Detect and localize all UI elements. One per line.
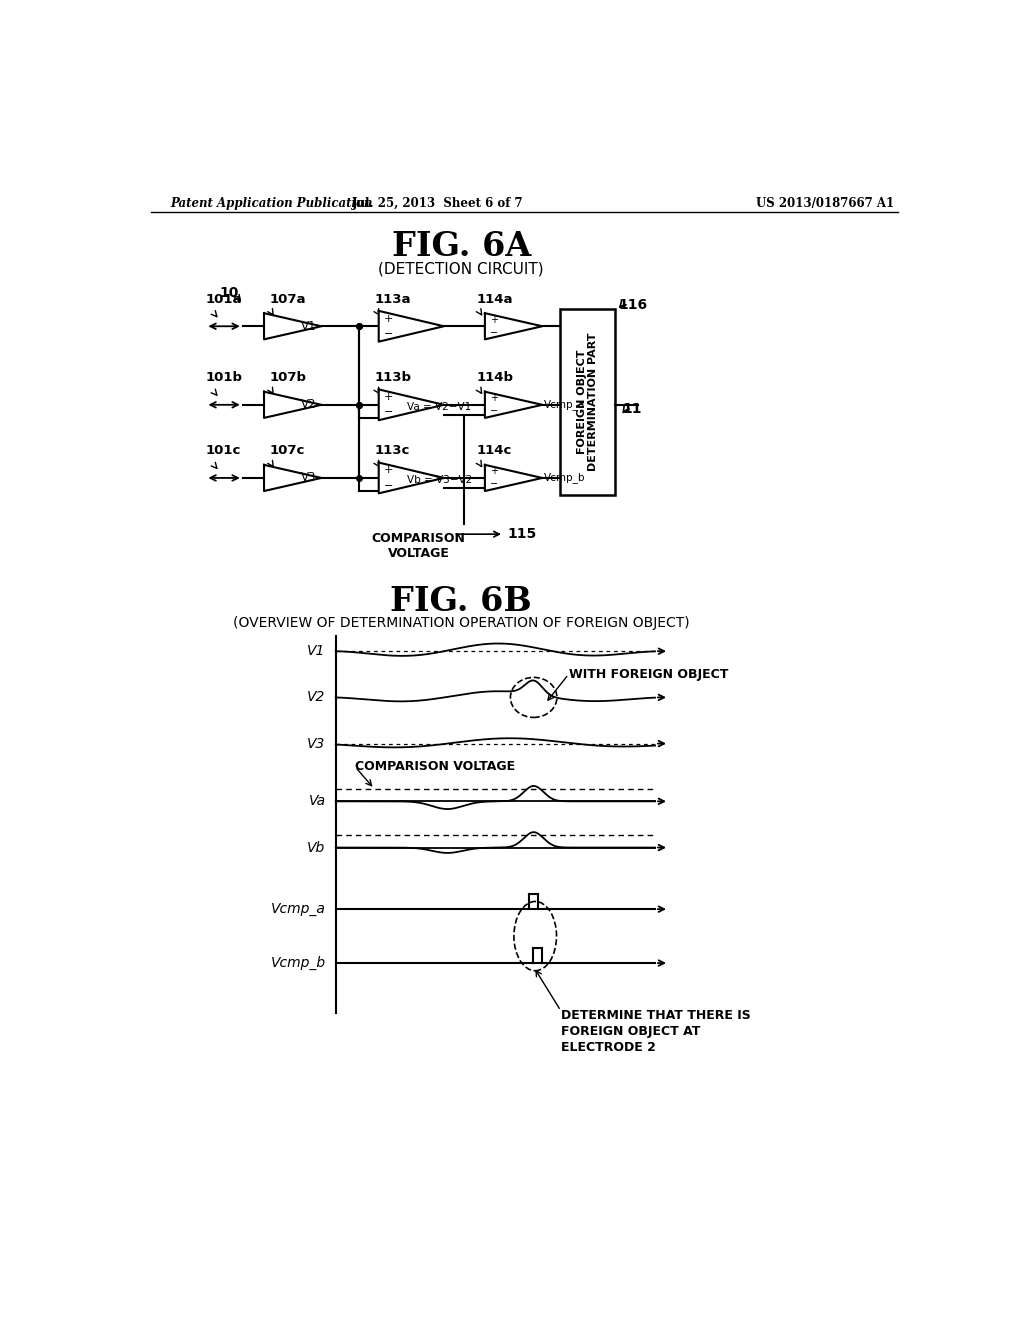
Text: 113a: 113a — [375, 293, 411, 306]
Polygon shape — [485, 313, 543, 339]
Text: 11: 11 — [623, 401, 642, 416]
Text: (DETECTION CIRCUIT): (DETECTION CIRCUIT) — [379, 261, 544, 276]
Polygon shape — [379, 462, 443, 494]
Text: +: + — [489, 466, 498, 477]
Text: −: − — [489, 479, 498, 490]
Text: Vcmp_b: Vcmp_b — [544, 473, 586, 483]
Text: 107c: 107c — [270, 445, 305, 458]
Text: −: − — [384, 480, 393, 491]
Text: US 2013/0187667 A1: US 2013/0187667 A1 — [757, 197, 895, 210]
Text: V3: V3 — [307, 737, 326, 751]
Text: 115: 115 — [508, 527, 537, 541]
Text: −: − — [489, 327, 498, 338]
Text: Vcmp_a: Vcmp_a — [270, 902, 326, 916]
Text: −: − — [384, 329, 393, 339]
Text: 113c: 113c — [375, 445, 410, 458]
Text: Vb: Vb — [307, 841, 326, 854]
Text: COMPARISON
VOLTAGE: COMPARISON VOLTAGE — [372, 532, 466, 560]
Bar — [560, 309, 614, 495]
Text: 114c: 114c — [477, 445, 512, 458]
Text: WITH FOREIGN OBJECT: WITH FOREIGN OBJECT — [568, 668, 728, 681]
Text: +: + — [384, 392, 393, 403]
Text: +: + — [384, 465, 393, 475]
Text: (OVERVIEW OF DETERMINATION OPERATION OF FOREIGN OBJECT): (OVERVIEW OF DETERMINATION OPERATION OF … — [232, 615, 689, 630]
Text: 114b: 114b — [477, 371, 514, 384]
Text: 107a: 107a — [270, 293, 306, 306]
Text: 101c: 101c — [206, 445, 241, 458]
Polygon shape — [379, 312, 443, 342]
Text: 101b: 101b — [206, 371, 243, 384]
Text: FIG. 6B: FIG. 6B — [390, 585, 532, 618]
Text: FOREIGN OBJECT
DETERMINATION PART: FOREIGN OBJECT DETERMINATION PART — [577, 333, 598, 471]
Text: COMPARISON VOLTAGE: COMPARISON VOLTAGE — [355, 760, 515, 774]
Text: −: − — [384, 408, 393, 417]
Text: Va = V2−V1: Va = V2−V1 — [408, 403, 472, 412]
Text: 10: 10 — [219, 286, 239, 300]
Text: 101a: 101a — [206, 293, 242, 306]
Polygon shape — [264, 465, 322, 491]
Text: FIG. 6A: FIG. 6A — [391, 231, 530, 264]
Text: 116: 116 — [618, 298, 648, 312]
Text: +: + — [489, 393, 498, 403]
Text: Vcmp_b: Vcmp_b — [270, 956, 326, 970]
Text: Vb = V3−V2: Vb = V3−V2 — [408, 475, 473, 486]
Text: DETERMINE THAT THERE IS
FOREIGN OBJECT AT
ELECTRODE 2: DETERMINE THAT THERE IS FOREIGN OBJECT A… — [561, 1010, 751, 1055]
Text: Patent Application Publication: Patent Application Publication — [171, 197, 373, 210]
Text: V2: V2 — [300, 399, 316, 412]
Polygon shape — [485, 392, 543, 418]
Text: Va: Va — [308, 795, 326, 808]
Text: V2: V2 — [307, 690, 326, 705]
Text: Vcmp_a: Vcmp_a — [544, 400, 585, 411]
Text: V1: V1 — [300, 319, 316, 333]
Text: 114a: 114a — [477, 293, 513, 306]
Text: Jul. 25, 2013  Sheet 6 of 7: Jul. 25, 2013 Sheet 6 of 7 — [352, 197, 524, 210]
Polygon shape — [379, 389, 443, 420]
Text: 113b: 113b — [375, 371, 412, 384]
Text: V1: V1 — [307, 644, 326, 659]
Text: +: + — [384, 314, 393, 323]
Text: V3: V3 — [300, 471, 315, 484]
Text: −: − — [489, 407, 498, 416]
Polygon shape — [485, 465, 543, 491]
Polygon shape — [264, 392, 322, 418]
Polygon shape — [264, 313, 322, 339]
Text: +: + — [489, 314, 498, 325]
Text: 107b: 107b — [270, 371, 307, 384]
